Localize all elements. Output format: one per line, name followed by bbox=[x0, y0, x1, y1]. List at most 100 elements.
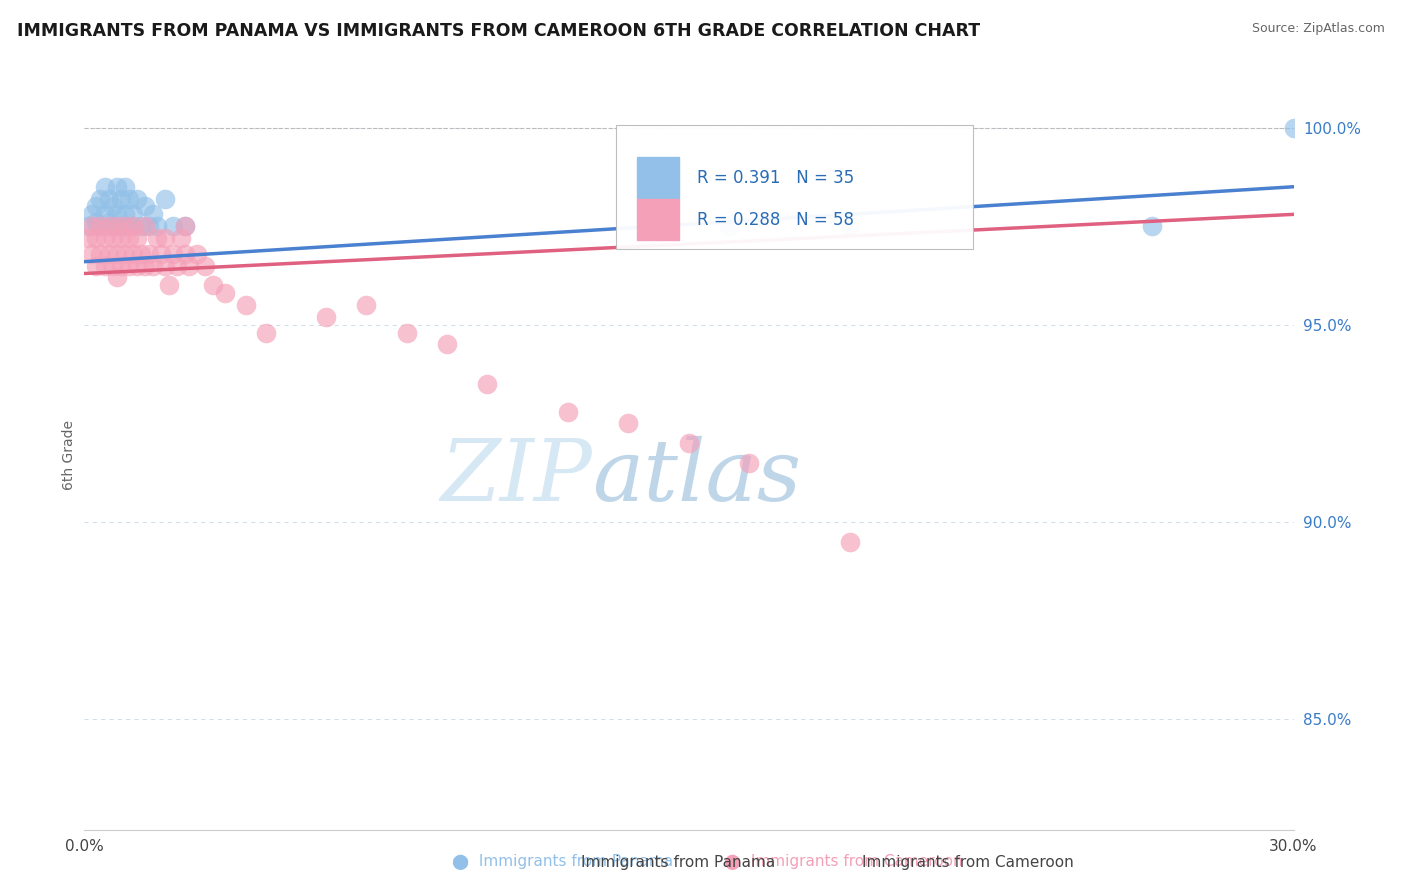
Point bbox=[97, 215, 120, 229]
Point bbox=[114, 219, 136, 234]
Point bbox=[125, 231, 148, 245]
Point bbox=[436, 337, 458, 351]
Point bbox=[121, 247, 143, 261]
Bar bbox=[637, 199, 679, 240]
Point bbox=[89, 247, 111, 261]
Point bbox=[118, 231, 141, 245]
Point bbox=[114, 179, 136, 194]
Point bbox=[101, 199, 124, 213]
Point bbox=[86, 259, 108, 273]
Point bbox=[118, 192, 141, 206]
Point bbox=[194, 259, 217, 273]
Point bbox=[77, 219, 100, 234]
Point bbox=[97, 192, 120, 206]
Point bbox=[146, 231, 169, 245]
Point bbox=[1142, 219, 1164, 234]
Point bbox=[105, 179, 128, 194]
Text: ⬤  Immigrants from Cameroon: ⬤ Immigrants from Cameroon bbox=[724, 854, 963, 870]
Text: Source: ZipAtlas.com: Source: ZipAtlas.com bbox=[1251, 22, 1385, 36]
Point bbox=[153, 231, 176, 245]
FancyBboxPatch shape bbox=[616, 125, 973, 249]
Text: ⬤  Immigrants from Panama: ⬤ Immigrants from Panama bbox=[451, 854, 673, 870]
Text: R = 0.391   N = 35: R = 0.391 N = 35 bbox=[697, 169, 855, 186]
Point bbox=[142, 259, 165, 273]
Point bbox=[105, 219, 128, 234]
Point bbox=[121, 207, 143, 221]
Point bbox=[110, 219, 132, 234]
Text: Immigrants from Panama: Immigrants from Panama bbox=[581, 855, 775, 870]
Point bbox=[395, 326, 418, 340]
Point bbox=[738, 456, 761, 470]
Point bbox=[93, 259, 115, 273]
Point bbox=[121, 219, 143, 234]
Point bbox=[170, 231, 193, 245]
Point bbox=[839, 219, 862, 234]
Point bbox=[162, 219, 184, 234]
Point bbox=[125, 259, 148, 273]
Point bbox=[477, 376, 499, 391]
Point bbox=[97, 247, 120, 261]
Point bbox=[86, 231, 108, 245]
Point bbox=[1282, 120, 1305, 135]
Point bbox=[134, 219, 156, 234]
Point bbox=[82, 219, 104, 234]
Point bbox=[557, 404, 579, 418]
Point bbox=[101, 219, 124, 234]
Point bbox=[89, 219, 111, 234]
Point bbox=[129, 247, 152, 261]
Point bbox=[82, 247, 104, 261]
Point bbox=[105, 247, 128, 261]
Point bbox=[86, 215, 108, 229]
Point bbox=[101, 259, 124, 273]
Point bbox=[82, 207, 104, 221]
Text: IMMIGRANTS FROM PANAMA VS IMMIGRANTS FROM CAMEROON 6TH GRADE CORRELATION CHART: IMMIGRANTS FROM PANAMA VS IMMIGRANTS FRO… bbox=[17, 22, 980, 40]
Bar bbox=[637, 157, 679, 198]
Point bbox=[125, 192, 148, 206]
Point bbox=[114, 219, 136, 234]
Point bbox=[114, 247, 136, 261]
Point bbox=[110, 231, 132, 245]
Point bbox=[157, 278, 180, 293]
Point bbox=[129, 219, 152, 234]
Point bbox=[138, 219, 160, 234]
Text: ZIP: ZIP bbox=[440, 436, 592, 519]
Point bbox=[146, 219, 169, 234]
Y-axis label: 6th Grade: 6th Grade bbox=[62, 420, 76, 490]
Point bbox=[678, 436, 700, 450]
Point bbox=[839, 534, 862, 549]
Point bbox=[121, 219, 143, 234]
Point bbox=[118, 259, 141, 273]
Point bbox=[93, 179, 115, 194]
Point bbox=[134, 199, 156, 213]
Point bbox=[142, 207, 165, 221]
Point bbox=[162, 247, 184, 261]
Point bbox=[153, 259, 176, 273]
Point bbox=[89, 192, 111, 206]
Point bbox=[93, 231, 115, 245]
Point bbox=[356, 298, 378, 312]
Point bbox=[149, 247, 172, 261]
Point bbox=[174, 247, 197, 261]
Point bbox=[617, 417, 640, 431]
Point bbox=[214, 286, 236, 301]
Point bbox=[105, 270, 128, 285]
Point bbox=[138, 247, 160, 261]
Point bbox=[110, 259, 132, 273]
Point bbox=[89, 219, 111, 234]
Point bbox=[179, 259, 201, 273]
Point bbox=[254, 326, 277, 340]
Text: R = 0.288   N = 58: R = 0.288 N = 58 bbox=[697, 211, 855, 228]
Point bbox=[186, 247, 208, 261]
Point bbox=[105, 207, 128, 221]
Point bbox=[114, 207, 136, 221]
Point bbox=[235, 298, 257, 312]
Point bbox=[166, 259, 188, 273]
Point bbox=[77, 231, 100, 245]
Point bbox=[315, 310, 337, 324]
Point bbox=[202, 278, 225, 293]
Point bbox=[718, 219, 741, 234]
Point bbox=[153, 192, 176, 206]
Point bbox=[93, 207, 115, 221]
Point bbox=[86, 199, 108, 213]
Text: atlas: atlas bbox=[592, 436, 801, 519]
